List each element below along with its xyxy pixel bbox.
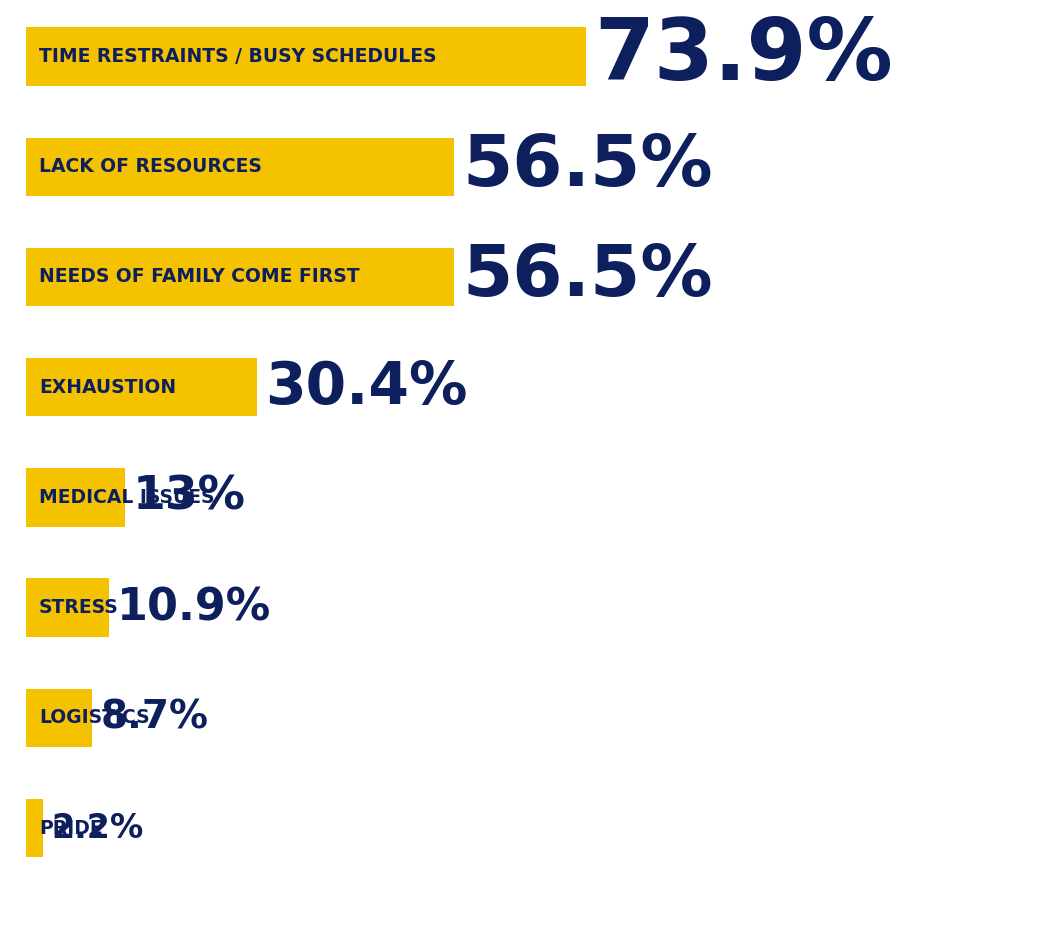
Text: LACK OF RESOURCES: LACK OF RESOURCES — [39, 157, 262, 176]
Text: 8.7%: 8.7% — [101, 699, 208, 737]
Bar — [26, 358, 257, 416]
Bar — [26, 689, 93, 747]
Text: MEDICAL ISSUES: MEDICAL ISSUES — [39, 488, 215, 507]
Text: 2.2%: 2.2% — [52, 811, 144, 845]
Bar — [26, 27, 586, 86]
Text: 30.4%: 30.4% — [265, 359, 467, 415]
Text: 56.5%: 56.5% — [463, 132, 713, 202]
Text: NEEDS OF FAMILY COME FIRST: NEEDS OF FAMILY COME FIRST — [39, 268, 360, 286]
Text: EXHAUSTION: EXHAUSTION — [39, 378, 176, 397]
Text: 13%: 13% — [134, 475, 246, 520]
Text: STRESS: STRESS — [39, 598, 119, 617]
Text: LOGISTICS: LOGISTICS — [39, 708, 149, 727]
Text: 10.9%: 10.9% — [117, 586, 271, 629]
Text: PRIDE: PRIDE — [39, 819, 102, 837]
Text: TIME RESTRAINTS / BUSY SCHEDULES: TIME RESTRAINTS / BUSY SCHEDULES — [39, 47, 437, 66]
Text: 73.9%: 73.9% — [594, 15, 893, 98]
Bar — [26, 138, 454, 196]
Bar — [26, 799, 43, 857]
Bar — [26, 248, 454, 306]
Bar — [26, 468, 125, 527]
Text: 56.5%: 56.5% — [463, 242, 713, 312]
Bar — [26, 578, 108, 637]
